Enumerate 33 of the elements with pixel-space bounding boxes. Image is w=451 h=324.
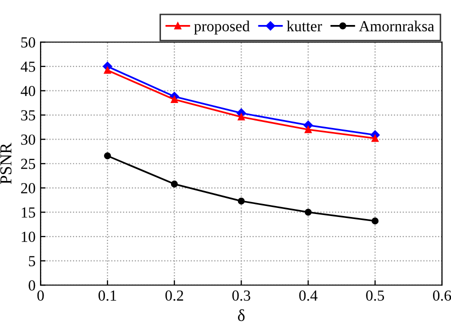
y-tick-label: 5 <box>28 256 36 266</box>
x-tick-label: 0.5 <box>366 290 384 301</box>
y-tick-label: 35 <box>21 110 36 120</box>
y-tick-label: 50 <box>21 37 36 48</box>
point <box>104 66 111 74</box>
x-tick-label: 0.1 <box>98 290 116 301</box>
y-tick-label: 45 <box>20 62 36 72</box>
x-tick-label: 0.3 <box>232 290 250 301</box>
point <box>170 96 178 103</box>
y-tick-label: 30 <box>21 134 36 145</box>
y-axis-title: PSNR <box>0 142 12 184</box>
y-tick-label: 20 <box>21 183 36 194</box>
point <box>372 217 379 224</box>
x-tick-label: 0.6 <box>433 290 451 301</box>
point <box>238 113 245 120</box>
y-tick-label: 10 <box>22 232 36 242</box>
legend-label: kutter <box>286 20 322 32</box>
x-tick-label: 0.4 <box>299 290 318 301</box>
legend-label: Amornraksa <box>358 20 434 32</box>
y-tick-label: 25 <box>21 158 36 170</box>
point <box>238 198 245 205</box>
point <box>170 180 178 188</box>
point <box>372 134 379 142</box>
legend-label: proposed <box>194 20 250 34</box>
y-tick-label: 0 <box>28 280 36 291</box>
x-tick-label: 0.2 <box>165 290 184 301</box>
point <box>304 208 312 216</box>
y-tick-label: 15 <box>22 207 36 218</box>
x-tick-label: 0 <box>37 290 44 301</box>
x-axis-title: δ <box>238 309 245 322</box>
point <box>104 152 111 160</box>
y-tick-label: 40 <box>20 86 36 96</box>
point <box>304 126 312 134</box>
